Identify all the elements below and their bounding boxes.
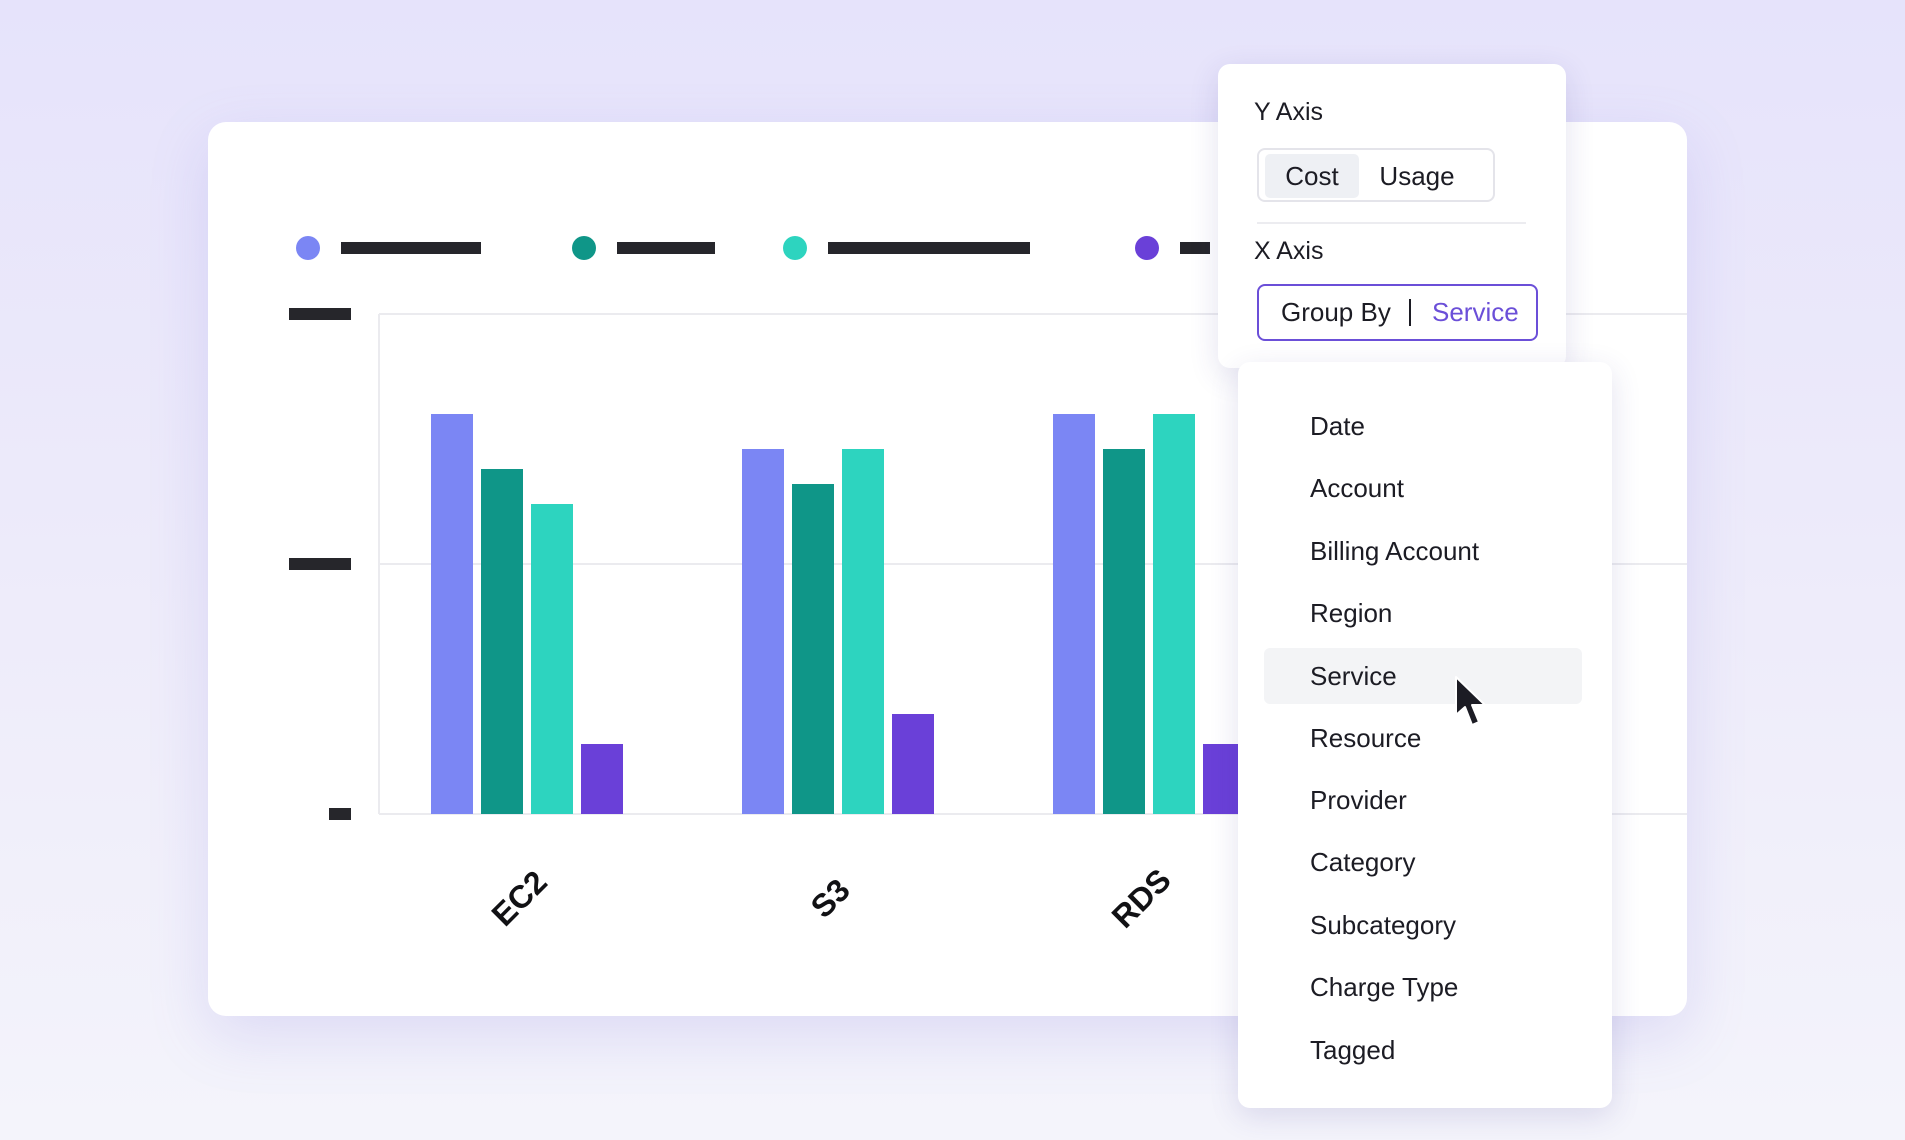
y-axis-option-usage[interactable]: Usage [1379, 161, 1455, 191]
group-by-label: Group By [1281, 297, 1391, 327]
legend-dot-2 [783, 236, 807, 260]
bar-s3-2 [842, 449, 884, 814]
axis-settings-panel: Y Axis Cost Usage X Axis Group By Servic… [1218, 64, 1566, 368]
bar-rds-0 [1053, 414, 1095, 814]
legend-label-placeholder-1 [617, 242, 715, 254]
bar-ec2-0 [431, 414, 473, 814]
bar-chart: EC2 S3 RDS [289, 236, 1687, 935]
arrow-cursor-icon [1455, 676, 1486, 726]
bar-rds-2 [1153, 414, 1195, 814]
dropdown-item-tagged[interactable]: Tagged [1310, 1035, 1396, 1065]
dropdown-item-region[interactable]: Region [1310, 598, 1393, 628]
bar-rds-1 [1103, 449, 1145, 814]
legend-dot-1 [572, 236, 596, 260]
legend-label-placeholder-3 [1180, 242, 1210, 254]
group-by-select[interactable]: Group By Service [1257, 284, 1538, 341]
x-axis-label: X Axis [1254, 237, 1324, 265]
dropdown-item-category[interactable]: Category [1310, 847, 1416, 877]
bar-ec2-2 [531, 504, 573, 814]
bar-ec2-3 [581, 744, 623, 814]
y-tick-placeholder-1 [289, 558, 351, 570]
y-axis-toggle: Cost Usage [1257, 148, 1495, 202]
legend-label-placeholder-0 [341, 242, 481, 254]
x-tick-label-rds: RDS [1105, 862, 1178, 935]
bar-s3-1 [792, 484, 834, 814]
x-tick-label-ec2: EC2 [484, 863, 553, 932]
group-by-separator [1409, 299, 1411, 326]
legend-label-placeholder-2 [828, 242, 1030, 254]
dropdown-item-provider[interactable]: Provider [1310, 785, 1407, 815]
legend-dot-0 [296, 236, 320, 260]
bar-s3-3 [892, 714, 934, 814]
group-by-dropdown: Date Account Billing Account Region Serv… [1238, 362, 1612, 1108]
y-tick-placeholder-2 [329, 808, 351, 820]
group-by-value: Service [1432, 297, 1519, 327]
y-axis-label: Y Axis [1254, 98, 1324, 126]
dropdown-item-resource[interactable]: Resource [1310, 723, 1422, 753]
bar-s3-0 [742, 449, 784, 814]
dropdown-item-date[interactable]: Date [1310, 411, 1365, 441]
dropdown-item-subcategory[interactable]: Subcategory [1310, 910, 1456, 940]
legend-dot-3 [1135, 236, 1159, 260]
dropdown-item-charge-type[interactable]: Charge Type [1310, 972, 1459, 1002]
dropdown-item-billing-account[interactable]: Billing Account [1310, 536, 1480, 566]
y-axis-option-cost[interactable]: Cost [1265, 154, 1359, 198]
y-tick-placeholder-0 [289, 308, 351, 320]
bar-ec2-1 [481, 469, 523, 814]
dropdown-item-service[interactable]: Service [1264, 648, 1582, 704]
dropdown-item-account[interactable]: Account [1310, 473, 1404, 503]
panel-divider [1257, 222, 1526, 224]
x-tick-label-s3: S3 [804, 872, 857, 925]
